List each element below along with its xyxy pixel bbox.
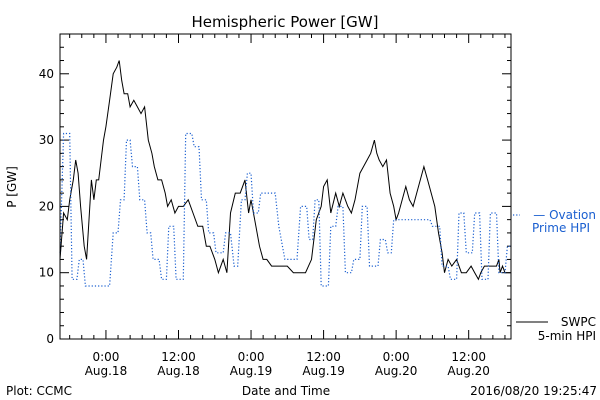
plot-timestamp: 2016/08/20 19:25:47 xyxy=(470,384,597,398)
ovation-series-line xyxy=(59,132,511,287)
x-tick-label-date: Aug.20 xyxy=(375,364,418,378)
y-tick-label: 0 xyxy=(46,332,54,346)
x-tick-label-date: Aug.20 xyxy=(447,364,490,378)
y-tick-label: 20 xyxy=(39,199,54,213)
x-tick-label-date: Aug.18 xyxy=(85,364,128,378)
x-tick-label-time: 12:00 xyxy=(306,350,341,364)
x-tick-label-time: 0:00 xyxy=(238,350,265,364)
axes-and-ticks: 0102030400:00Aug.1812:00Aug.180:00Aug.19… xyxy=(39,34,511,378)
x-tick-label-date: Aug.18 xyxy=(157,364,200,378)
y-tick-label: 30 xyxy=(39,133,54,147)
x-tick-label-time: 12:00 xyxy=(161,350,196,364)
y-tick-label: 10 xyxy=(39,266,54,280)
x-tick-label-date: Aug.19 xyxy=(302,364,345,378)
swpc-label-line2: 5-min HPI xyxy=(538,329,596,343)
swpc-label-line1: SWPC xyxy=(561,315,596,329)
x-tick-label-time: 12:00 xyxy=(451,350,486,364)
x-tick-label-date: Aug.19 xyxy=(230,364,273,378)
chart-title: Hemispheric Power [GW] xyxy=(192,13,379,31)
series-lines xyxy=(59,60,511,287)
y-tick-label: 40 xyxy=(39,67,54,81)
ovation-label-line2: Prime HPI xyxy=(532,221,590,235)
plot-frame xyxy=(59,33,512,340)
plot-credit: Plot: CCMC xyxy=(6,384,72,398)
y-axis-label: P [GW] xyxy=(5,166,19,208)
swpc-series-line xyxy=(59,60,511,281)
ovation-label-line1: — Ovation xyxy=(533,208,596,222)
x-tick-label-time: 0:00 xyxy=(92,350,119,364)
x-axis-label: Date and Time xyxy=(242,384,330,398)
x-tick-label-time: 0:00 xyxy=(383,350,410,364)
